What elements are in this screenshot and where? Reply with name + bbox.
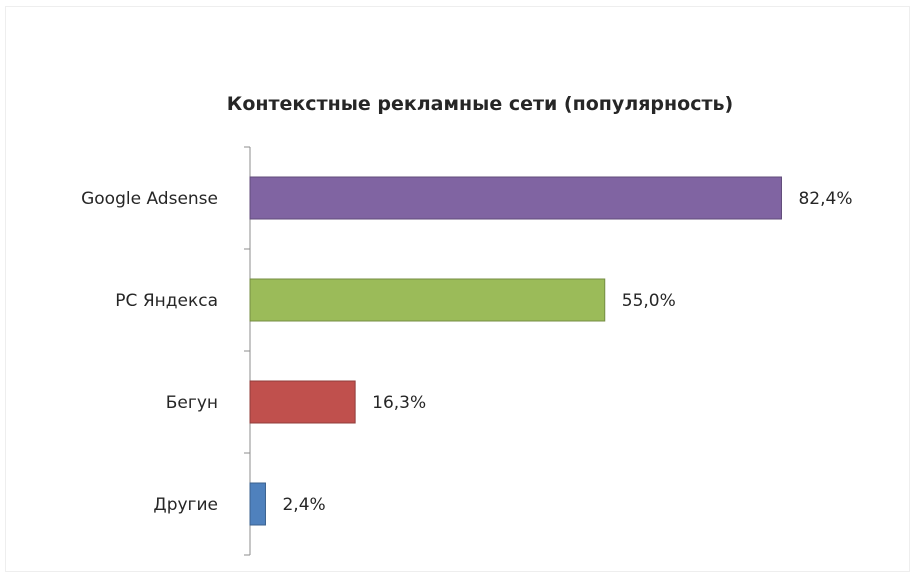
data-label-1: 55,0%	[622, 291, 676, 311]
bar-2	[249, 380, 356, 424]
bars	[249, 176, 782, 526]
bar-3	[249, 482, 266, 526]
category-axis	[244, 146, 251, 556]
category-label-2: Бегун	[166, 393, 218, 413]
category-label-3: Другие	[153, 495, 218, 515]
bar-0	[249, 176, 782, 220]
category-label-0: Google Adsense	[81, 189, 218, 209]
data-label-2: 16,3%	[372, 393, 426, 413]
category-label-1: РС Яндекса	[115, 291, 218, 311]
bar-1	[249, 278, 606, 322]
data-label-3: 2,4%	[282, 495, 325, 515]
chart-frame	[5, 6, 910, 572]
chart-title: Контекстные рекламные сети (популярность…	[227, 93, 733, 115]
data-label-0: 82,4%	[798, 189, 852, 209]
labels: Google Adsense 82,4% РС Яндекса 55,0% Бегун 1…	[81, 189, 852, 515]
